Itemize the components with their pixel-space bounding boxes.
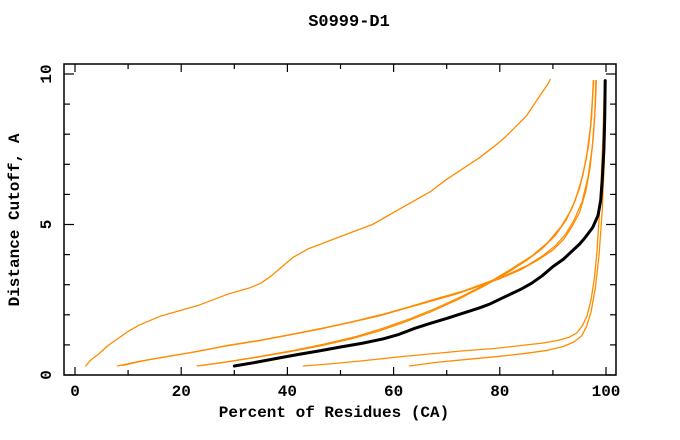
curve-7: [408, 79, 607, 367]
x-tick-label: 0: [70, 383, 80, 401]
y-axis-title: Distance Cutoff, A: [6, 133, 24, 306]
x-tick-label: 40: [278, 383, 297, 401]
data-curves: [84, 78, 607, 368]
tick-marks: [64, 64, 616, 376]
x-tick-label: 60: [384, 383, 403, 401]
x-tick-label: 20: [172, 383, 191, 401]
plot-frame: [63, 63, 617, 376]
curve-3: [122, 79, 597, 367]
curve-4: [196, 79, 594, 367]
curve-main: [232, 79, 607, 368]
curve-1: [84, 78, 551, 367]
y-tick-label: 5: [38, 220, 56, 230]
curve-2: [116, 79, 598, 367]
x-tick-label: 100: [592, 383, 621, 401]
x-axis-title: Percent of Residues (CA): [219, 404, 449, 422]
curve-5: [201, 79, 595, 367]
tick-labels: 0 20 40 60 80 100 0 5 10: [38, 64, 620, 401]
chart-title: S0999-D1: [308, 13, 390, 32]
y-tick-label: 10: [38, 64, 56, 83]
y-tick-label: 0: [38, 370, 56, 380]
x-tick-label: 80: [490, 383, 509, 401]
